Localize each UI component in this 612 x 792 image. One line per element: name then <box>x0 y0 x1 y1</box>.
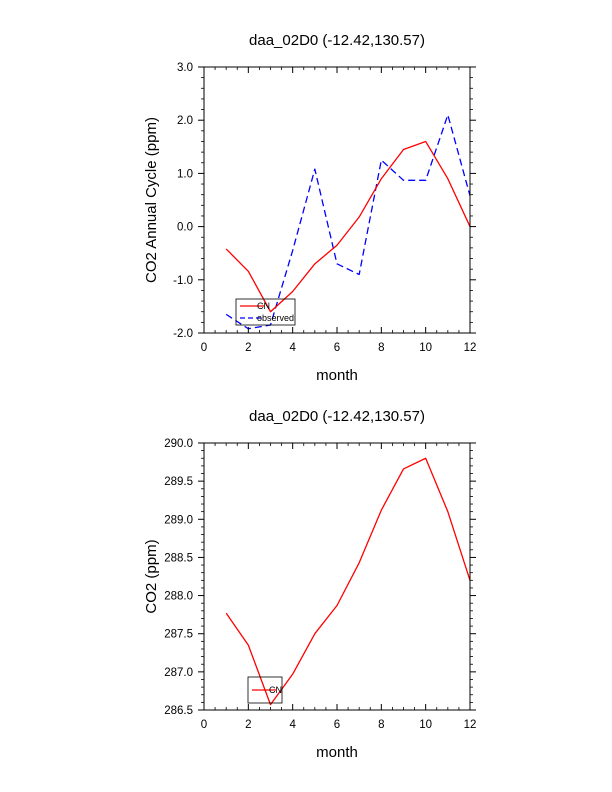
y-tick-label: 287.5 <box>164 629 193 641</box>
legend-label-cn: CN <box>257 301 270 311</box>
x-tick-label: 4 <box>289 719 296 731</box>
x-tick-label: 2 <box>245 719 251 731</box>
y-tick-label: 289.0 <box>164 514 193 526</box>
y-tick-label: 1.0 <box>177 168 193 180</box>
x-tick-label: 0 <box>201 719 207 731</box>
plot-frame <box>203 66 471 334</box>
y-tick-label: 2.0 <box>177 115 193 127</box>
chart-title: daa_02D0 (-12.42,130.57) <box>249 32 425 49</box>
series-line-cn <box>225 457 470 706</box>
x-tick-label: 8 <box>378 342 384 354</box>
y-tick-label: 286.5 <box>164 705 193 717</box>
legend: CN observed <box>235 298 296 326</box>
x-axis-label: month <box>316 744 358 761</box>
x-tick-label: 12 <box>464 342 477 354</box>
x-tick-label: 10 <box>419 719 432 731</box>
plot-frame <box>203 442 471 711</box>
x-tick-label: 8 <box>378 719 384 731</box>
y-tick-label: 290.0 <box>164 438 193 450</box>
x-tick-label: 4 <box>289 342 296 354</box>
x-axis-label: month <box>316 367 358 384</box>
legend-box <box>247 676 283 704</box>
y-tick-label: -1.0 <box>173 275 193 287</box>
x-tick-label: 12 <box>464 719 477 731</box>
x-tick-label: 0 <box>201 342 207 354</box>
y-axis-label: CO2 Annual Cycle (ppm) <box>143 117 160 283</box>
y-tick-label: 3.0 <box>177 62 193 74</box>
x-tick-label: 6 <box>334 719 340 731</box>
legend-label-observed: observed <box>257 313 294 323</box>
series-line-cn <box>225 140 470 313</box>
legend-label-cn: CN <box>269 685 282 695</box>
x-tick-label: 2 <box>245 342 251 354</box>
legend-box <box>235 298 296 326</box>
series-line-observed <box>225 114 470 330</box>
y-axis-label: CO2 (ppm) <box>143 539 160 613</box>
y-tick-label: 288.0 <box>164 591 193 603</box>
x-tick-label: 6 <box>334 342 340 354</box>
chart-title: daa_02D0 (-12.42,130.57) <box>249 408 425 425</box>
y-tick-label: 288.5 <box>164 552 193 564</box>
y-tick-label: 287.0 <box>164 667 193 679</box>
x-tick-label: 10 <box>419 342 432 354</box>
y-tick-label: 289.5 <box>164 476 193 488</box>
y-tick-label: 0.0 <box>177 222 193 234</box>
chart-panel-1: daa_02D0 (-12.42,130.57) 0 2 4 6 8 10 12 -2.0 -1.… <box>143 32 476 384</box>
chart-panel-2: daa_02D0 (-12.42,130.57) 0 2 4 6 8 10 12 286.5 28… <box>143 408 476 761</box>
legend: CN <box>247 676 283 704</box>
y-tick-label: -2.0 <box>173 328 193 340</box>
